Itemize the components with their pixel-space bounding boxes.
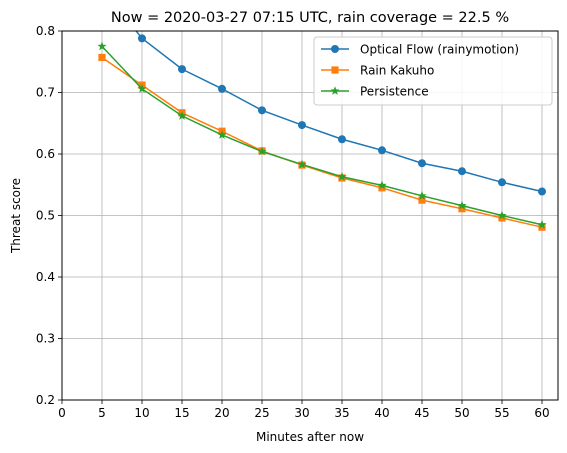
series-0 [135, 31, 546, 196]
data-point [218, 84, 226, 93]
data-point [538, 187, 546, 196]
series-line-2 [101, 45, 543, 226]
data-point [98, 53, 106, 62]
x-tick-label: 0 [58, 406, 66, 420]
y-tick-label: 0.4 [36, 270, 55, 284]
data-point [257, 146, 267, 156]
data-point [457, 200, 467, 210]
x-tick-label: 45 [414, 406, 429, 420]
legend-marker-2 [330, 86, 340, 95]
x-tick-label: 15 [174, 406, 189, 420]
data-point [537, 219, 547, 229]
data-point [177, 111, 187, 120]
series-line-1 [101, 56, 543, 228]
x-tick-label: 35 [334, 406, 349, 420]
data-point [418, 196, 426, 204]
y-axis-ticks: 0.2 0.3 0.4 0.5 0.6 0.7 0.8 [36, 24, 62, 407]
data-point [297, 159, 307, 169]
x-axis-label: Minutes after now [256, 430, 364, 444]
y-tick-label: 0.2 [36, 393, 55, 407]
series-layer [97, 31, 547, 231]
series-2 [97, 41, 547, 229]
data-point [378, 146, 386, 155]
data-point [137, 84, 147, 93]
x-axis-ticks: 0 5 10 15 20 25 30 35 40 45 50 55 60 [58, 400, 550, 420]
data-point [338, 135, 346, 144]
y-tick-label: 0.3 [36, 332, 55, 346]
y-tick-label: 0.6 [36, 147, 55, 161]
data-point [258, 106, 266, 115]
x-tick-label: 60 [534, 406, 549, 420]
x-tick-label: 55 [494, 406, 509, 420]
x-tick-label: 30 [294, 406, 309, 420]
x-tick-label: 20 [214, 406, 229, 420]
legend: Optical Flow (rainymotion) Rain Kakuho Per… [313, 36, 553, 106]
x-tick-label: 50 [454, 406, 469, 420]
data-point [217, 130, 227, 139]
legend-marker-0 [331, 45, 339, 53]
data-point [538, 223, 546, 231]
data-point [458, 167, 466, 176]
data-point [458, 205, 466, 213]
y-tick-label: 0.5 [36, 209, 55, 223]
x-tick-label: 5 [98, 406, 106, 420]
data-point [498, 214, 506, 222]
data-point [97, 41, 107, 51]
data-point [378, 184, 386, 192]
data-point [417, 191, 427, 200]
legend-box [313, 36, 553, 106]
data-point [377, 180, 387, 190]
legend-entry-0: Optical Flow (rainymotion) [360, 43, 519, 57]
legend-marker-1 [331, 66, 339, 74]
data-point [178, 65, 186, 74]
x-tick-label: 40 [374, 406, 389, 420]
chart-title: Now = 2020-03-27 07:15 UTC, rain coverag… [111, 10, 509, 26]
data-point [497, 210, 507, 220]
data-point [337, 171, 347, 181]
x-tick-label: 10 [134, 406, 149, 420]
data-point [298, 121, 306, 130]
y-tick-label: 0.7 [36, 86, 55, 100]
legend-entry-1: Rain Kakuho [360, 64, 434, 78]
y-axis-label: Threat score [9, 178, 23, 254]
y-tick-label: 0.8 [36, 24, 55, 38]
legend-entry-2: Persistence [360, 85, 429, 99]
data-point [498, 178, 506, 187]
data-point [418, 159, 426, 168]
x-tick-label: 25 [254, 406, 269, 420]
series-line-0 [135, 31, 543, 193]
data-point [138, 34, 146, 43]
